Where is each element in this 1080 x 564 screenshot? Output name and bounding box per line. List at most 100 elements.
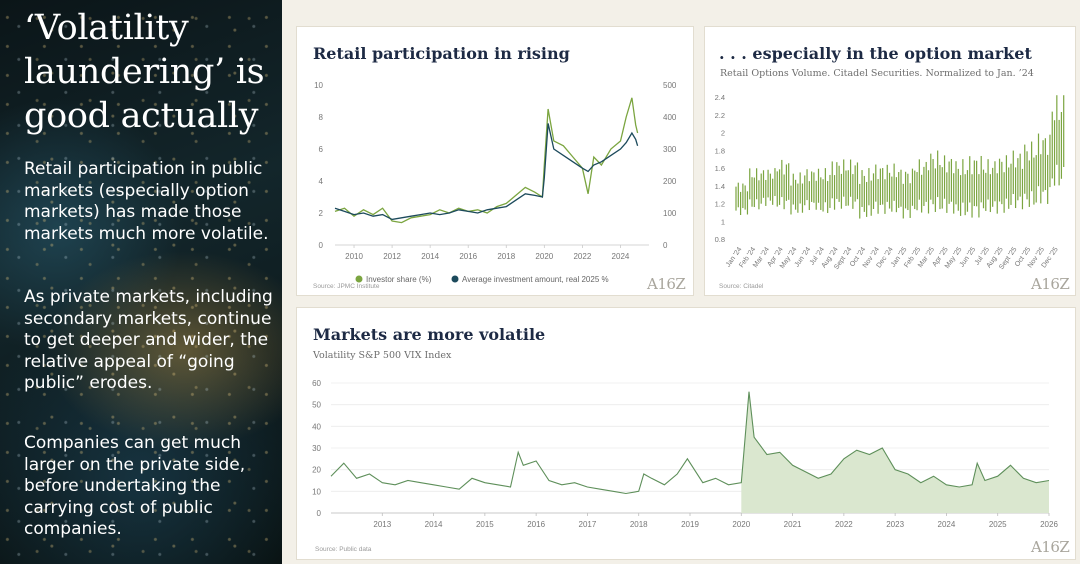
a16z-logo: A16Z bbox=[647, 275, 686, 293]
option-volume-bar bbox=[884, 179, 886, 214]
option-volume-bar bbox=[852, 174, 854, 209]
option-volume-bar bbox=[783, 174, 785, 210]
option-volume-bar bbox=[815, 180, 817, 210]
option-volume-bar bbox=[959, 175, 962, 216]
option-volume-bar bbox=[831, 161, 833, 199]
option-volume-bar bbox=[973, 160, 975, 207]
option-volume-bar bbox=[790, 185, 792, 215]
option-volume-bar bbox=[964, 174, 966, 216]
option-volume-bar bbox=[911, 168, 914, 206]
y-tick-label: 10 bbox=[312, 487, 321, 496]
option-volume-bar bbox=[822, 179, 824, 212]
option-volume-bar bbox=[976, 160, 978, 207]
option-volume-bar bbox=[925, 161, 927, 202]
option-volume-bar bbox=[939, 164, 941, 210]
option-volume-bar bbox=[820, 177, 822, 210]
vix-line bbox=[330, 391, 1050, 495]
option-volume-bar bbox=[918, 159, 920, 200]
option-volume-bar bbox=[872, 173, 875, 210]
y-tick-label: 0.8 bbox=[715, 235, 725, 244]
option-volume-bar bbox=[1044, 138, 1046, 191]
title-line: laundering’ is bbox=[24, 52, 265, 92]
option-volume-bar bbox=[836, 162, 838, 199]
option-volume-bar bbox=[879, 168, 881, 205]
option-volume-bar bbox=[895, 177, 898, 213]
option-volume-bar bbox=[948, 161, 950, 204]
y-tick-label: 60 bbox=[312, 379, 321, 388]
retail-participation-card: Retail participation in rising 0 2 4 6 8 10 0 1… bbox=[296, 26, 694, 296]
y-tick-label: 30 bbox=[312, 444, 321, 453]
option-volume-bar bbox=[950, 158, 953, 202]
left-panel: ‘Volatility laundering’ is good actually… bbox=[0, 0, 282, 564]
option-volume-bar bbox=[1026, 151, 1028, 200]
y-tick-label: 1 bbox=[721, 217, 725, 226]
avg-investment-line bbox=[334, 123, 639, 221]
option-volume-bar bbox=[829, 174, 831, 208]
y-right-tick-label: 100 bbox=[663, 209, 677, 218]
option-volume-bar bbox=[808, 181, 810, 211]
option-volume-bar bbox=[758, 180, 760, 210]
option-volume-bar bbox=[904, 171, 907, 209]
vix-chart: 0 10 20 30 40 50 60 2013 2014 2015 2016 2017 2018 201… bbox=[312, 379, 1058, 529]
option-volume-bar bbox=[870, 180, 872, 216]
option-volume-bar bbox=[1008, 167, 1010, 209]
option-volume-bar bbox=[794, 179, 797, 210]
option-volume-bar bbox=[985, 172, 987, 211]
y-left-tick-label: 4 bbox=[319, 177, 324, 186]
y-tick-label: 2.2 bbox=[715, 111, 725, 120]
option-volume-bar bbox=[776, 171, 778, 207]
option-volume-bar bbox=[1014, 167, 1017, 209]
y-left-tick-label: 10 bbox=[314, 81, 323, 90]
y-left-tick-label: 8 bbox=[319, 113, 324, 122]
option-volume-bar bbox=[799, 172, 801, 204]
x-tick-label: 2016 bbox=[527, 520, 545, 529]
y-tick-label: 1.2 bbox=[715, 200, 725, 209]
x-tick-label: 2021 bbox=[784, 520, 802, 529]
option-volume-bar bbox=[824, 168, 826, 203]
option-volume-bar bbox=[840, 173, 843, 209]
x-tick-label: 2026 bbox=[1040, 520, 1058, 529]
option-volume-bar bbox=[739, 191, 742, 216]
y-tick-label: 2.4 bbox=[715, 93, 725, 102]
option-volume-bar bbox=[762, 170, 765, 198]
option-volume-bar bbox=[923, 166, 925, 206]
option-volume-bar bbox=[1019, 153, 1021, 197]
option-volume-bar bbox=[1012, 150, 1014, 195]
option-volume-bar bbox=[827, 181, 829, 214]
option-volume-bar bbox=[921, 174, 923, 213]
option-volume-bar bbox=[980, 155, 982, 203]
option-volume-bar bbox=[811, 171, 813, 202]
x-tick-label: 2013 bbox=[373, 520, 391, 529]
option-volume-bar bbox=[744, 185, 746, 210]
option-volume-bar bbox=[900, 169, 902, 207]
option-volume-bar bbox=[856, 162, 859, 200]
x-tick-label: 2014 bbox=[421, 252, 439, 261]
chart-source: Source: JPMC Institute bbox=[313, 283, 380, 290]
option-volume-bar bbox=[746, 191, 749, 215]
option-volume-bar bbox=[1035, 155, 1037, 203]
option-volume-bar bbox=[957, 168, 959, 211]
x-tick-label: 2024 bbox=[612, 252, 630, 261]
option-volume-bar bbox=[909, 183, 911, 218]
option-volume-bar bbox=[804, 175, 806, 206]
y-right-tick-label: 0 bbox=[663, 241, 668, 250]
option-volume-bar bbox=[937, 150, 939, 198]
chart-source: Source: Citadel bbox=[719, 283, 764, 290]
option-volume-bar bbox=[969, 156, 971, 203]
y-right-tick-label: 400 bbox=[663, 113, 677, 122]
option-volume-bar bbox=[914, 170, 916, 210]
vix-card: Markets are more volatile Volatility S&P… bbox=[296, 307, 1076, 560]
option-volume-bar bbox=[1047, 154, 1049, 204]
investor-share-line bbox=[334, 97, 639, 224]
option-volume-bar bbox=[994, 161, 996, 202]
y-left-tick-label: 6 bbox=[319, 145, 324, 154]
y-tick-label: 1.8 bbox=[715, 146, 725, 155]
option-volume-bar bbox=[893, 163, 895, 201]
option-volume-bar bbox=[1024, 144, 1026, 194]
option-volume-bar bbox=[996, 173, 998, 214]
option-volume-bar bbox=[781, 159, 783, 198]
x-tick-label: 2012 bbox=[383, 252, 401, 261]
option-volume-bar bbox=[1003, 172, 1005, 213]
option-volume-bar bbox=[749, 168, 751, 200]
